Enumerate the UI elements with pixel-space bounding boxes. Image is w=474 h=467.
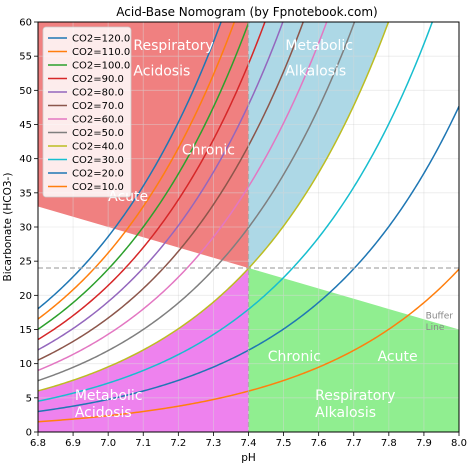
label-respiratory-acidosis-1: Respiratory — [133, 38, 213, 54]
series-line-co2-80 — [38, 22, 284, 351]
label-metabolic-acidosis-2: Acidosis — [75, 405, 132, 421]
chart-title: Acid-Base Nomogram (by Fpnotebook.com) — [116, 5, 377, 19]
x-tick-label: 7.2 — [170, 438, 186, 449]
y-axis-label: Bicarbonate (HCO3-) — [2, 173, 14, 282]
legend-label: CO2=50.0 — [72, 128, 124, 139]
x-tick-label: 7.6 — [311, 438, 327, 449]
legend-label: CO2=60.0 — [72, 115, 124, 126]
reference-lines — [38, 22, 459, 432]
region-metabolic-alkalosis — [248, 22, 389, 269]
series-line-co2-40 — [38, 22, 390, 392]
x-tick-label: 7.4 — [241, 438, 257, 449]
legend-box — [42, 26, 132, 198]
x-tick-label: 7.1 — [135, 438, 151, 449]
x-tick-label: 6.9 — [65, 438, 81, 449]
region-labels: Respiratory Acidosis Metabolic Alkalosis… — [75, 38, 453, 421]
x-tick-label: 7.7 — [346, 438, 362, 449]
label-respiratory-acidosis-2: Acidosis — [133, 63, 190, 79]
x-tick-label: 7.0 — [100, 438, 116, 449]
x-tick-label: 7.3 — [205, 438, 221, 449]
y-tick-label: 20 — [19, 291, 32, 302]
label-acute-lower: Acute — [378, 349, 418, 365]
series-line-co2-90 — [38, 22, 266, 341]
label-metabolic-alkalosis-2: Alkalosis — [285, 63, 346, 79]
label-chronic-lower: Chronic — [268, 349, 321, 365]
legend-label: CO2=40.0 — [72, 142, 124, 153]
y-tick-label: 60 — [19, 18, 32, 29]
y-tick-label: 0 — [26, 428, 32, 439]
y-tick-label: 40 — [19, 154, 32, 165]
label-metabolic-alkalosis-1: Metabolic — [285, 38, 353, 54]
axes-layer: 6.8 6.9 7.0 7.1 7.2 7.3 7.4 7.5 7.6 7.7 7.8 7.9 8.0 0… — [19, 18, 467, 450]
y-tick-label: 50 — [19, 86, 32, 97]
legend: CO2=120.0 CO2=110.0 CO2=100.0 CO2=90.0 CO2=8… — [42, 26, 132, 198]
label-respiratory-alkalosis-1: Respiratory — [315, 388, 395, 404]
x-tick-label: 7.8 — [381, 438, 397, 449]
legend-label: CO2=80.0 — [72, 88, 124, 99]
y-tick-label: 25 — [19, 257, 32, 268]
y-tick-label: 15 — [19, 325, 32, 336]
x-tick-label: 7.5 — [276, 438, 292, 449]
y-tick-label: 30 — [19, 223, 32, 234]
series-line-co2-100 — [38, 22, 250, 330]
legend-label: CO2=10.0 — [72, 182, 124, 193]
series-line-co2-110 — [38, 22, 236, 320]
series-line-co2-120 — [38, 22, 222, 310]
legend-label: CO2=100.0 — [72, 61, 130, 72]
x-axis-label: pH — [241, 452, 256, 464]
x-tick-label: 6.8 — [30, 438, 46, 449]
y-tick-label: 5 — [26, 393, 32, 404]
legend-label: CO2=120.0 — [72, 34, 130, 45]
series-line-co2-50 — [38, 22, 356, 382]
y-tick-label: 55 — [19, 52, 32, 63]
label-buffer-line-1: Buffer — [426, 312, 454, 322]
label-buffer-line-2: Line — [426, 323, 445, 333]
legend-label: CO2=110.0 — [72, 47, 130, 58]
label-respiratory-alkalosis-2: Alkalosis — [315, 405, 376, 421]
series-line-co2-30 — [38, 22, 434, 402]
y-tick-label: 35 — [19, 188, 32, 199]
series-line-co2-60 — [38, 22, 328, 372]
legend-label: CO2=20.0 — [72, 169, 124, 180]
legend-label: CO2=30.0 — [72, 155, 124, 166]
legend-label: CO2=70.0 — [72, 101, 124, 112]
series-line-co2-70 — [38, 22, 305, 361]
y-tick-label: 10 — [19, 359, 32, 370]
label-metabolic-acidosis-1: Metabolic — [75, 388, 143, 404]
y-tick-label: 45 — [19, 120, 32, 131]
legend-label: CO2=90.0 — [72, 74, 124, 85]
x-tick-label: 7.9 — [416, 438, 432, 449]
x-tick-label: 8.0 — [451, 438, 467, 449]
label-chronic-upper: Chronic — [182, 143, 235, 159]
